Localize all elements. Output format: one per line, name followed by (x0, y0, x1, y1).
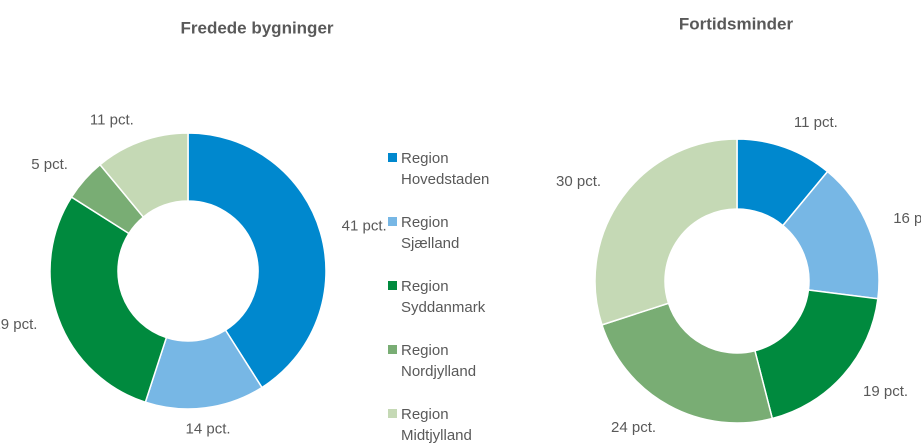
legend-swatch (388, 409, 397, 418)
donut-slice (98, 132, 189, 219)
legend-swatch (388, 217, 397, 226)
donut-slice (601, 302, 774, 424)
legend-swatch (388, 345, 397, 354)
legend-label: Region Syddanmark (401, 278, 486, 316)
donut-slice (49, 196, 168, 404)
data-label: 30 pct. (556, 173, 601, 190)
donut-slice (594, 138, 738, 326)
donut-slice (187, 132, 327, 389)
legend-label: Region Sjælland (401, 214, 460, 252)
data-label: 29 pct. (0, 316, 37, 333)
data-label: 11 pct. (90, 111, 134, 128)
data-label: 19 pct. (863, 383, 908, 400)
data-label: 14 pct. (186, 421, 231, 438)
legend-label: Region Midtjylland (401, 406, 472, 444)
donut-slice (753, 289, 879, 420)
data-label: 24 pct. (611, 419, 656, 436)
legend-label: Region Hovedstaden (401, 150, 490, 188)
data-label: 5 pct. (31, 156, 68, 173)
data-label: 11 pct. (794, 114, 838, 131)
legend-swatch (388, 153, 397, 162)
chart-title: Fortidsminder (679, 14, 794, 33)
legend-label: Region Nordjylland (401, 342, 477, 380)
data-label: 41 pct. (342, 217, 387, 234)
legend-swatch (388, 281, 397, 290)
data-label: 16 pct. (893, 210, 921, 227)
chart-title: Fredede bygninger (180, 18, 333, 37)
